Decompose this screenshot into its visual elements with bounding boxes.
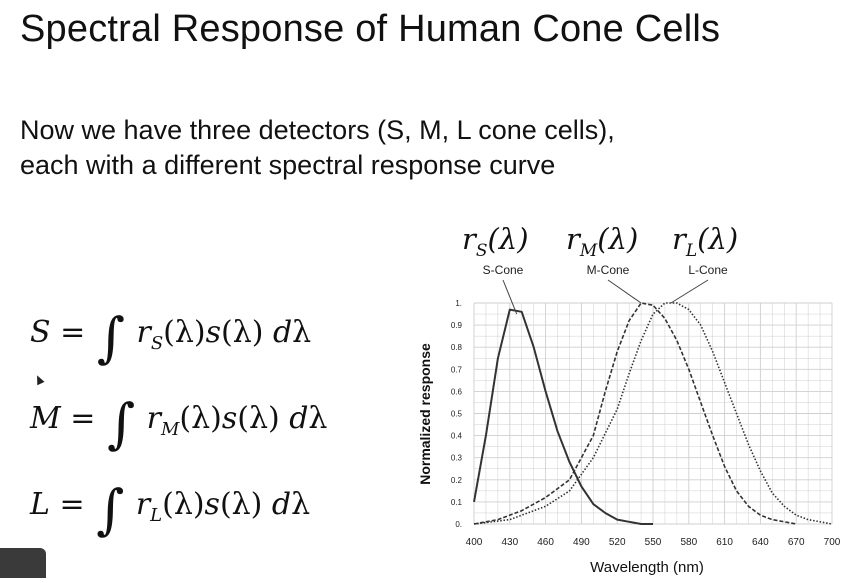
x-tick-label: 580 [680,537,697,548]
equation-l-sub: L [150,505,163,526]
y-tick-label: 1. [455,299,462,308]
equation-s: S = ∫ rS(λ)s(λ) dλ [30,306,312,369]
series-line-l-cone [473,302,833,525]
equation-l: L = ∫ rL(λ)s(λ) dλ [30,478,311,541]
y-tick-label: 0.1 [451,498,463,507]
video-thumbnail[interactable] [0,548,46,578]
y-tick-label: 0.9 [451,321,463,330]
x-tick-label: 700 [824,537,841,548]
x-tick-label: 430 [501,537,518,548]
y-tick-label: 0. [455,520,462,529]
y-tick-label: 0.2 [451,476,463,485]
legend-pointer-s-cone [502,279,518,315]
y-tick-label: 0.7 [451,365,463,374]
subtitle-line-1: Now we have three detectors (S, M, L con… [20,115,615,145]
y-tick-label: 0.4 [451,432,463,441]
x-tick-label: 520 [609,537,626,548]
x-tick-label: 640 [752,537,769,548]
function-label-m: rM(λ) [566,222,639,261]
legend-label-l-cone: L-Cone [688,263,728,277]
equation-s-sub: S [150,333,164,354]
equation-l-lhs: L [30,487,50,522]
legend-pointer-m-cone [607,279,642,304]
x-axis-label: Wavelength (nm) [590,559,704,576]
series-line-m-cone [473,302,797,525]
slide-subtitle: Now we have three detectors (S, M, L con… [20,113,615,183]
equation-s-lhs: S [30,315,51,350]
y-tick-label: 0.3 [451,454,463,463]
equation-m-sub: M [160,419,180,440]
legend-label-m-cone: M-Cone [587,263,630,277]
series-line-s-cone [473,308,653,525]
y-axis-label: Normalized response [417,343,433,485]
legend-label-s-cone: S-Cone [483,263,524,277]
y-tick-label: 0.8 [451,343,463,352]
function-label-l: rL(λ) [672,222,739,261]
equation-m: M = ∫ rM(λ)s(λ) dλ [30,392,328,455]
y-tick-label: 0.6 [451,387,463,396]
x-tick-label: 490 [573,537,590,548]
y-tick-label: 0.5 [451,410,463,419]
subtitle-line-2: each with a different spectral response … [20,150,556,180]
x-tick-label: 550 [645,537,662,548]
x-tick-label: 670 [788,537,805,548]
slide-title: Spectral Response of Human Cone Cells [20,8,721,50]
x-tick-label: 460 [537,537,554,548]
equation-m-lhs: M [30,401,61,436]
legend-pointer-l-cone [670,279,709,304]
x-tick-label: 400 [466,537,483,548]
x-tick-label: 610 [716,537,733,548]
function-label-s: rS(λ) [462,222,529,261]
